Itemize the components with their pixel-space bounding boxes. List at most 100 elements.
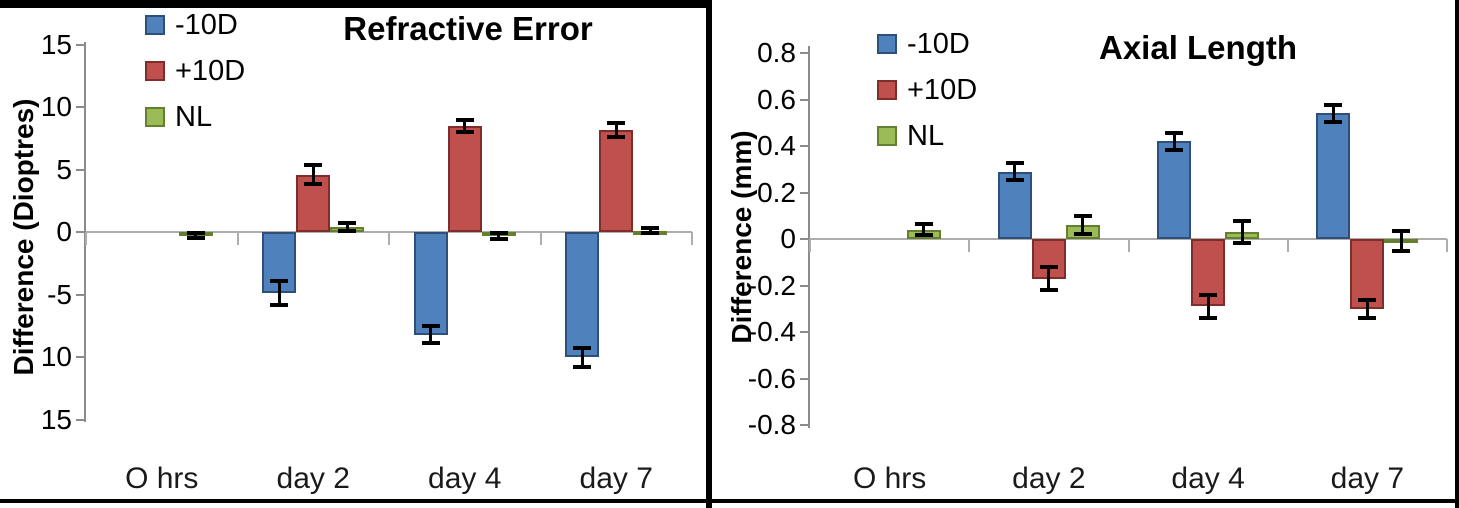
plot-area: 0.8 0.6 0.4 0.2 0 -0.2 -0.4 -0.6 -0.8 O hrs day 2 d… [712,0,1459,508]
error-bar-cap [1165,148,1184,153]
error-bar [1047,266,1051,291]
error-bar-cap [573,345,592,350]
error-bar-cap [1392,249,1411,254]
bar [1350,239,1385,309]
error-bar-cap [1039,287,1058,292]
bar [413,232,448,335]
y-tick-label: 0.6 [757,83,796,115]
y-tick-label: 10 [40,91,72,122]
legend-swatch-10d [877,80,897,100]
error-bar-cap [421,340,440,345]
y-tick [76,168,84,171]
error-bar-cap [573,364,592,369]
error-bar [1206,294,1210,319]
error-bar-cap [641,231,660,236]
error-bar-cap [270,279,289,284]
legend-swatch-10d [145,61,165,81]
error-bar [922,223,926,236]
error-bar [1365,299,1369,319]
error-bar-cap [1233,241,1252,246]
error-bar [277,280,281,306]
error-bar-cap [186,236,205,241]
x-category-label: day 2 [1012,462,1086,495]
y-tick-label: 10 [40,341,72,372]
error-bar-cap [1005,178,1024,183]
error-bar [614,122,618,137]
y-tick-label: -0.8 [747,409,796,440]
error-bar [194,232,198,239]
y-tick-label: 0 [780,223,796,254]
error-bar-cap [186,231,205,236]
error-bar-cap [338,221,357,226]
y-tick-label: 0.2 [757,176,796,208]
bar [1316,113,1351,239]
error-bar-cap [1199,315,1218,320]
category-tick [968,239,971,252]
y-tick-label: 5 [56,153,72,185]
error-bar [345,222,349,232]
error-bar-cap [270,303,289,308]
error-bar-cap [1039,265,1058,270]
legend-label: -10D [175,9,238,41]
error-bar-cap [455,129,474,134]
legend-label: +10D [175,55,246,87]
category-tick [236,232,239,245]
error-bar-cap [455,118,474,122]
category-tick [809,239,811,252]
chart-title-refractive-error: Refractive Error [343,10,593,47]
y-tick [76,293,84,296]
y-tick [76,231,84,233]
error-bar-cap [304,163,323,167]
error-bar-cap [1358,297,1377,302]
error-bar [1172,132,1176,151]
bottom-border [0,499,1459,503]
legend-swatch-10d [877,34,897,54]
error-bar-cap [1233,218,1252,223]
x-category-label: day 2 [276,462,350,495]
category-tick [539,232,542,245]
error-bar-cap [1005,160,1024,165]
legend-label: NL [175,101,213,133]
category-tick [85,232,87,245]
error-bar-cap [1165,130,1184,135]
error-bar [497,232,501,240]
error-bar-cap [1324,102,1343,107]
category-tick [691,232,693,245]
y-tick [76,43,84,46]
chart-title-axial-length: Axial Length [1098,29,1298,66]
y-tick-label: 0 [56,216,72,247]
bar [1157,141,1192,239]
error-bar [429,325,433,344]
y-tick-label: -0.6 [747,362,796,394]
error-bar-cap [641,226,660,231]
plot-area: 15 10 5 0 -5 10 15 O hrs day 2 day 4 day 7 -10D +10D… [0,0,710,508]
x-category-label: day 7 [1330,462,1405,495]
bar [447,125,482,232]
y-tick [76,418,84,421]
x-category-label: O hrs [852,462,927,495]
error-bar-cap [914,233,933,237]
axial-length-chart-panel: Axial Length Difference (mm) 0.8 0.6 0.4 0.… [712,0,1459,508]
y-tick [800,98,808,101]
bar [565,232,600,357]
y-tick-label: 0.8 [757,37,796,68]
y-tick [800,424,808,426]
y-tick-label: 0.4 [757,130,796,161]
error-bar-cap [607,134,626,139]
error-bar [311,164,315,185]
right-border [1455,0,1459,508]
error-bar-cap [421,324,440,329]
legend-swatch-10d [145,15,165,35]
panel-divider [706,0,712,508]
category-tick [1127,239,1130,252]
bar [997,171,1032,239]
legend-swatch-nl [877,126,897,146]
category-tick [1446,239,1448,252]
error-bar-cap [1073,214,1092,219]
x-category-label: O hrs [125,462,199,495]
y-tick-label: -0.4 [747,316,796,347]
legend-label: -10D [907,28,970,60]
error-bar [1013,162,1017,181]
bar [599,129,634,232]
